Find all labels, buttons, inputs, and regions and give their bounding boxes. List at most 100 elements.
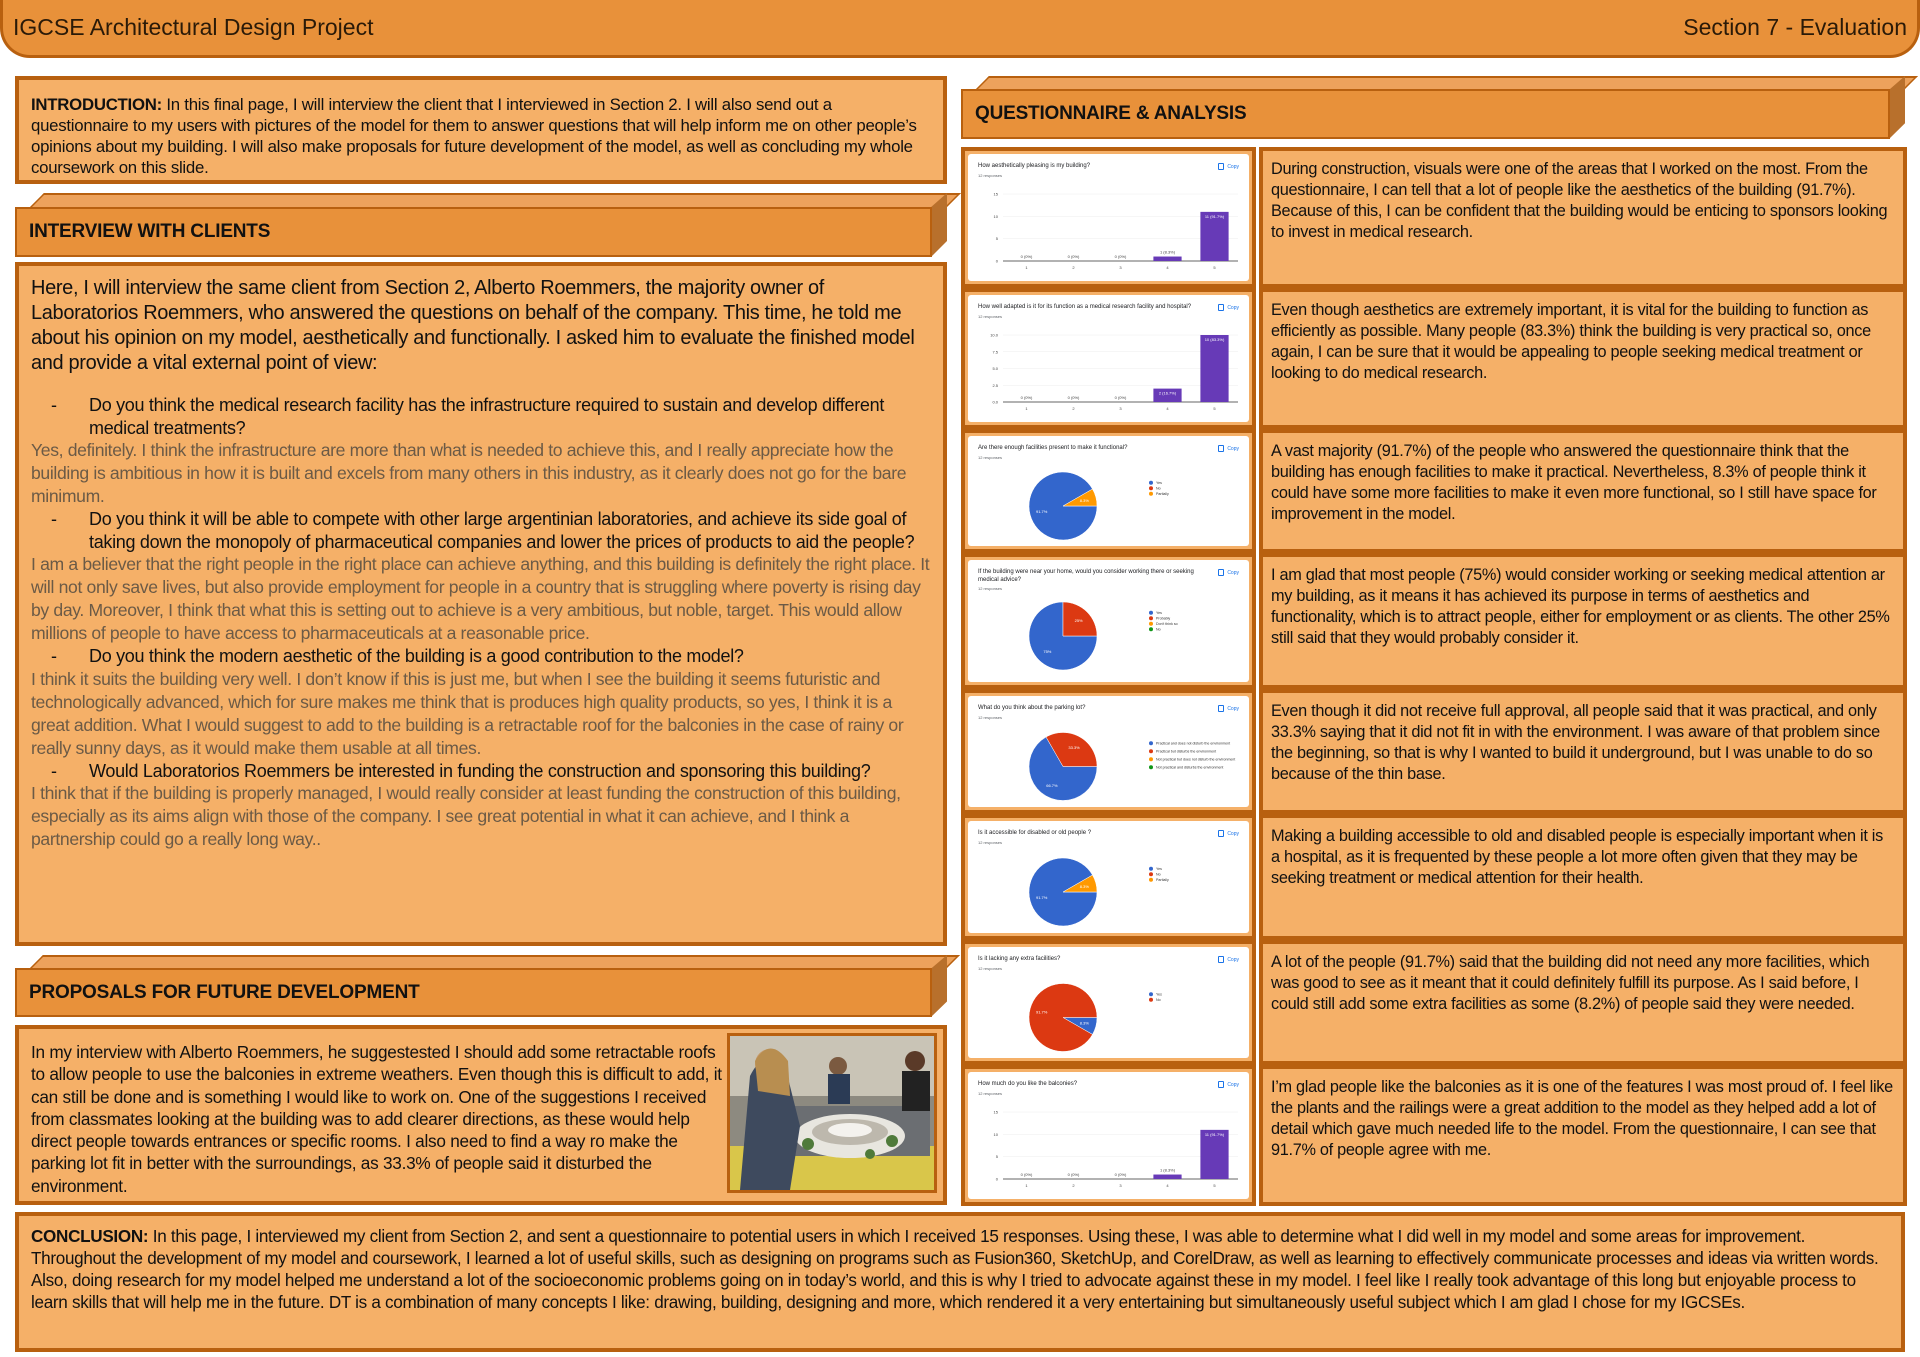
interview-box: Here, I will interview the same client f… — [15, 262, 947, 946]
interview-question: Do you think the medical research facili… — [31, 394, 931, 439]
x-tick-label: 5 — [1213, 406, 1216, 411]
slice-label: 91.7% — [1036, 509, 1048, 514]
data-label: 0 (0%) — [1021, 395, 1033, 400]
data-label: 0 (0%) — [1021, 1172, 1033, 1177]
pie-chart: 66.7% 33.3% Practical and does not disturb… — [1028, 732, 1235, 801]
heading-bevel-side — [931, 955, 947, 1017]
slice-label: 8.3% — [1080, 1021, 1090, 1026]
analysis-text: Even though it did not receive full appr… — [1259, 689, 1907, 814]
data-label: 0 (0%) — [1068, 1172, 1080, 1177]
x-tick-label: 4 — [1166, 1183, 1169, 1188]
bar — [1200, 1129, 1229, 1179]
legend-marker — [1149, 491, 1153, 496]
y-tick-label: 0 — [996, 1177, 999, 1182]
copy-button[interactable]: Copy — [1218, 830, 1239, 837]
x-tick-label: 2 — [1072, 1183, 1075, 1188]
x-tick-label: 1 — [1025, 406, 1028, 411]
copy-icon — [1218, 163, 1225, 170]
legend-marker — [1149, 992, 1153, 997]
legend-entry: Don't think so — [1156, 622, 1178, 626]
chart-header: How much do you like the balconies? 12 re… — [978, 1081, 1203, 1096]
legend-marker — [1149, 616, 1153, 621]
pie-slice — [1062, 488, 1098, 507]
legend-entry: Yes — [1156, 993, 1162, 997]
chart-title: How much do you like the balconies? — [978, 1081, 1078, 1087]
copy-label: Copy — [1227, 304, 1239, 311]
analysis-text: Even though aesthetics are extremely imp… — [1259, 288, 1907, 429]
copy-button[interactable]: Copy — [1218, 956, 1239, 963]
data-label: 1 (8.3%) — [1160, 1168, 1176, 1173]
chart-panel: What do you think about the parking lot?… — [961, 689, 1256, 814]
y-tick-label: 0 — [996, 259, 999, 264]
project-title: IGCSE Architectural Design Project — [13, 14, 374, 40]
questionnaire-heading: QUESTIONNAIRE & ANALYSIS — [961, 89, 1890, 139]
analysis-text: I’m glad people like the balconies as it… — [1259, 1065, 1907, 1206]
copy-label: Copy — [1227, 1081, 1239, 1088]
y-tick-label: 2.5 — [992, 383, 998, 388]
slice-label: 8.3% — [1080, 498, 1090, 503]
x-tick-label: 2 — [1072, 265, 1075, 270]
chart-panel: How aesthetically pleasing is my buildin… — [961, 147, 1256, 288]
responses-count: 12 responses — [978, 839, 1003, 845]
pie-slice — [1028, 983, 1098, 1052]
y-tick-label: 5 — [996, 236, 999, 241]
interview-heading: INTERVIEW WITH CLIENTS — [15, 207, 932, 257]
y-tick-label: 0.0 — [992, 400, 998, 405]
legend-marker — [1149, 621, 1153, 626]
legend-marker — [1149, 627, 1153, 632]
copy-label: Copy — [1227, 163, 1239, 170]
data-label: 11 (91.7%) — [1205, 1132, 1225, 1137]
legend-entry: No — [1156, 998, 1161, 1002]
legend-marker — [1149, 866, 1153, 871]
x-tick-label: 2 — [1072, 406, 1075, 411]
chart-title: If the building were near your home, wou… — [978, 569, 1194, 583]
bar — [1153, 1174, 1182, 1179]
responses-count: 12 responses — [978, 454, 1003, 460]
data-label: 10 (83.3%) — [1205, 337, 1225, 342]
legend-marker — [1149, 480, 1153, 485]
copy-icon — [1218, 569, 1225, 576]
chart-panel: Are there enough facilities present to m… — [961, 429, 1256, 553]
copy-button[interactable]: Copy — [1218, 304, 1239, 311]
copy-button[interactable]: Copy — [1218, 1081, 1239, 1088]
page-header: IGCSE Architectural Design Project Secti… — [0, 0, 1920, 58]
introduction-box: INTRODUCTION: In this final page, I will… — [15, 76, 947, 184]
copy-label: Copy — [1227, 445, 1239, 452]
legend-marker — [1149, 997, 1153, 1002]
slice-label: 91.7% — [1036, 1009, 1048, 1014]
chart-panel: How well adapted is it for its function … — [961, 288, 1256, 429]
legend-marker — [1149, 486, 1153, 491]
chart-header: Is it lacking any extra facilities? 12 re… — [978, 956, 1203, 971]
chart-card: Is it accessible for disabled or old peo… — [968, 821, 1249, 933]
legend-entry: No — [1156, 873, 1161, 877]
x-tick-label: 3 — [1119, 406, 1122, 411]
legend-entry: Probably — [1156, 617, 1170, 621]
conclusion-text: In this page, I interviewed my client fr… — [31, 1227, 1879, 1312]
data-label: 0 (0%) — [1115, 395, 1127, 400]
slice-label: 75% — [1043, 649, 1051, 654]
analysis-text: A lot of the people (91.7%) said that th… — [1259, 940, 1907, 1065]
slice-label: 91.7% — [1036, 895, 1048, 900]
chart-card: Are there enough facilities present to m… — [968, 436, 1249, 546]
analysis-text: I am glad that most people (75%) would c… — [1259, 553, 1907, 689]
data-label: 2 (16.7%) — [1159, 391, 1177, 396]
copy-button[interactable]: Copy — [1218, 163, 1239, 170]
interview-question: Do you think the modern aesthetic of the… — [31, 645, 931, 668]
copy-button[interactable]: Copy — [1218, 705, 1239, 712]
analysis-text: During construction, visuals were one of… — [1259, 147, 1907, 288]
legend-entry: Practical and does not disturb the envir… — [1156, 742, 1230, 746]
y-tick-label: 10 — [994, 1132, 999, 1137]
legend-marker — [1149, 749, 1153, 754]
copy-button[interactable]: Copy — [1218, 569, 1239, 576]
y-tick-label: 15 — [994, 1110, 999, 1115]
legend-entry: Not practical and disturbs the environme… — [1156, 766, 1223, 770]
slice-label: 8.3% — [1080, 884, 1090, 889]
copy-label: Copy — [1227, 705, 1239, 712]
chart-title: Are there enough facilities present to m… — [978, 445, 1128, 451]
legend-entry: Not practical but does not disturb the e… — [1156, 758, 1235, 762]
legend-entry: Partially — [1156, 492, 1169, 496]
legend-marker — [1149, 765, 1153, 770]
copy-button[interactable]: Copy — [1218, 445, 1239, 452]
slice-label: 33.3% — [1068, 745, 1080, 750]
